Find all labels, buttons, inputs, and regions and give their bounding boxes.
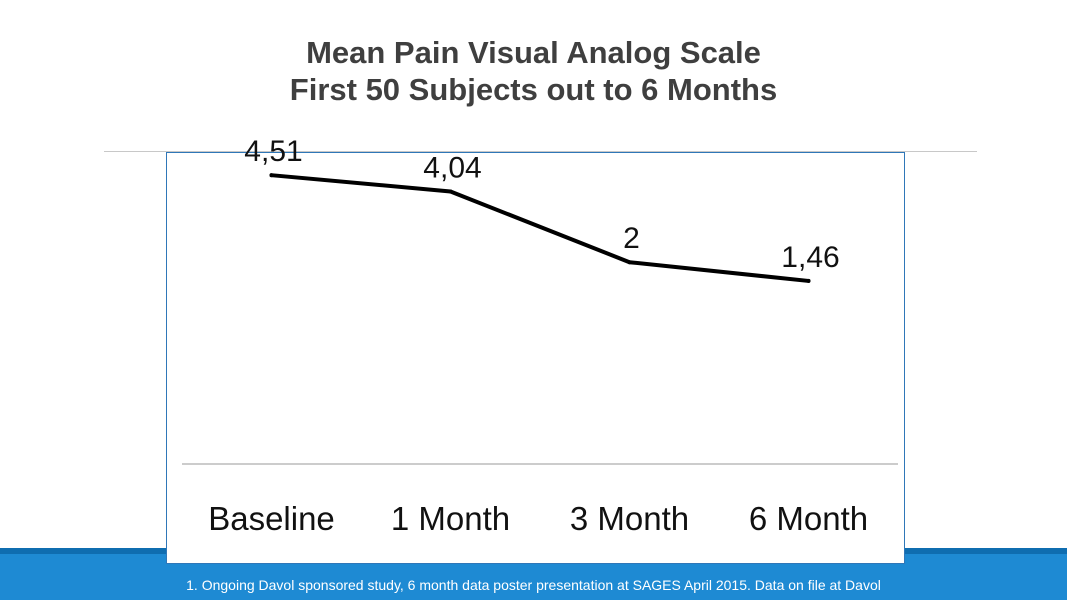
data-point: [448, 189, 453, 194]
category-tick-label: 3 Month: [570, 500, 689, 537]
category-tick-label: Baseline: [208, 500, 335, 537]
data-point: [627, 260, 632, 265]
data-label: 4,51: [244, 135, 302, 168]
data-point: [269, 173, 274, 178]
line-chart: Baseline 1 Month 3 Month 6 Month 4,51 4,04 2 1,…: [182, 135, 898, 537]
series-line: [269, 173, 811, 283]
chart-panel: Baseline 1 Month 3 Month 6 Month 4,51 4,04 2 1,…: [166, 135, 905, 564]
slide-title: Mean Pain Visual Analog Scale First 50 S…: [0, 34, 1067, 108]
data-label: 1,46: [781, 241, 839, 274]
category-tick-label: 1 Month: [391, 500, 510, 537]
title-line-1: Mean Pain Visual Analog Scale: [306, 35, 761, 70]
title-divider: [104, 151, 977, 152]
footnote: 1. Ongoing Davol sponsored study, 6 mont…: [186, 577, 881, 593]
data-label: 4,04: [423, 151, 481, 184]
data-point: [806, 278, 811, 283]
data-label: 2: [623, 222, 640, 255]
title-line-2: First 50 Subjects out to 6 Months: [289, 72, 778, 107]
category-tick-label: 6 Month: [749, 500, 868, 537]
